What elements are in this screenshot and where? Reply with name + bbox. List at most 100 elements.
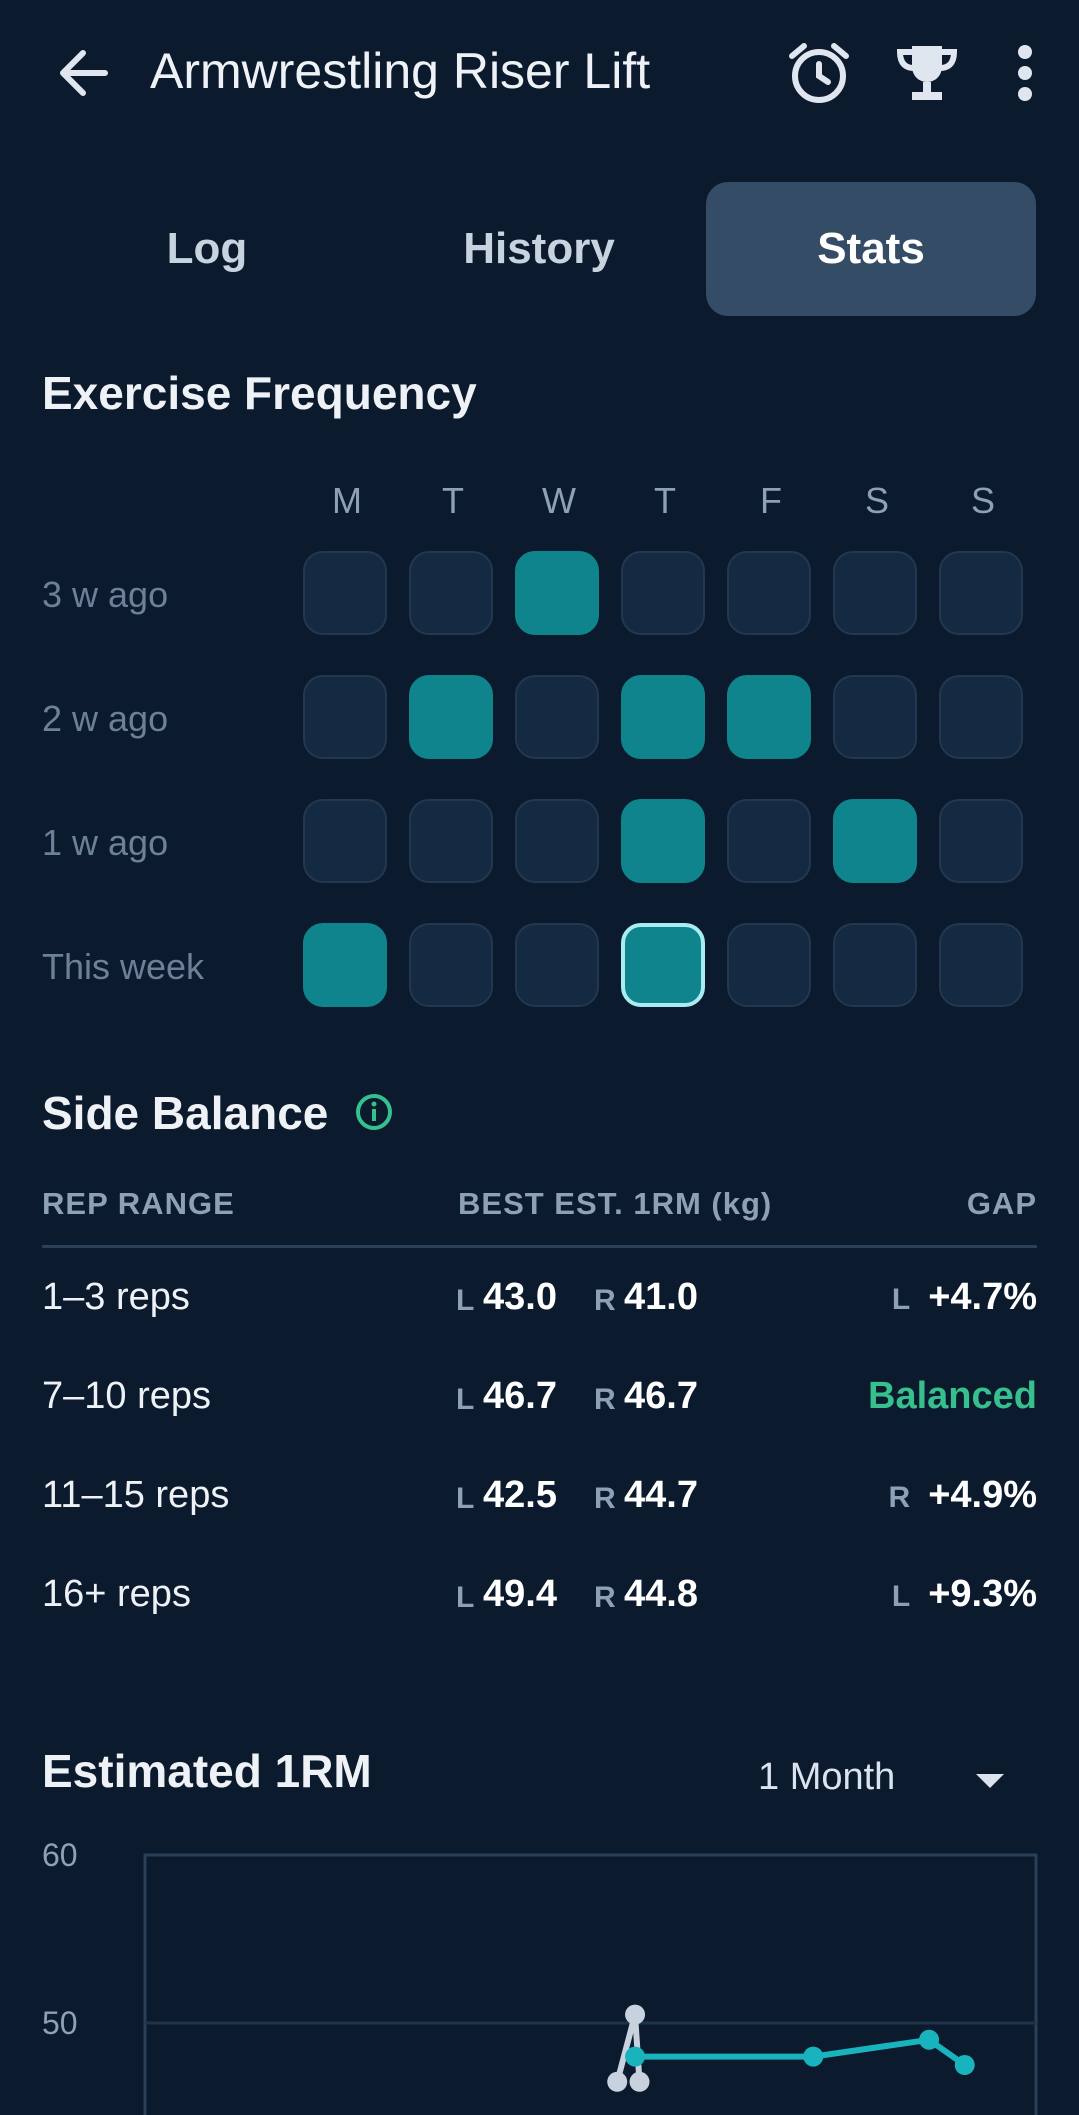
tab-history[interactable]: History [463,224,615,273]
gap-value: R +4.9% [889,1474,1037,1517]
gap-percent: +4.7% [928,1276,1037,1318]
left-value: 49.4 [483,1573,557,1615]
rep-range-label: 1–3 reps [42,1276,190,1318]
gap-percent: +4.9% [928,1474,1037,1516]
gap-balanced-label: Balanced [868,1375,1037,1417]
right-tag: R [594,1581,616,1614]
frequency-cell-active [409,675,493,759]
frequency-cell [303,551,387,635]
day-label: S [864,480,889,521]
frequency-cell-active [303,923,387,1007]
gap-value: L +4.7% [892,1276,1037,1319]
left-tag: L [456,1482,475,1515]
gap-value: L +9.3% [892,1573,1037,1616]
data-point[interactable] [803,2046,824,2067]
frequency-cell [515,675,599,759]
y-tick-label: 60 [42,1837,78,1873]
gap-percent: +9.3% [928,1573,1037,1615]
frequency-cell [727,551,811,635]
left-value: 43.0 [483,1276,557,1318]
rep-range-label: 7–10 reps [42,1375,212,1417]
data-point[interactable] [954,2055,975,2075]
left-tag: L [456,1284,475,1317]
right-tag: R [594,1284,616,1317]
page-title: Armwrestling Riser Lift [150,43,651,99]
back-button[interactable] [48,38,118,108]
left-tag: L [456,1581,475,1614]
y-tick-label: 50 [42,2005,78,2041]
week-label: This week [42,946,205,987]
frequency-cell [939,551,1023,635]
arrow-back-icon [60,50,108,96]
frequency-cell [303,675,387,759]
frequency-cell [939,799,1023,883]
frequency-cell [409,551,493,635]
frequency-cell-active [515,551,599,635]
time-range-value[interactable]: 1 Month [758,1756,896,1798]
chevron-down-icon[interactable] [976,1774,1004,1788]
frequency-cell [727,799,811,883]
right-value: 44.8 [624,1573,698,1615]
data-point[interactable] [625,2004,646,2025]
frequency-cell [833,675,917,759]
alarm-clock-icon [789,43,849,103]
week-label: 3 w ago [42,574,169,615]
frequency-cell-active [621,675,705,759]
left-value: 46.7 [483,1375,557,1417]
gap-side-tag: R [888,1481,911,1514]
day-label: W [542,480,576,521]
column-header-gap: GAP [966,1186,1037,1221]
frequency-cell [833,551,917,635]
frequency-cell [409,799,493,883]
week-label: 1 w ago [42,822,169,863]
frequency-cell [515,923,599,1007]
day-label: M [332,480,362,521]
gap-side-tag: L [891,1283,911,1316]
left-tag: L [456,1383,475,1416]
frequency-cell-active [833,799,917,883]
info-icon[interactable] [354,1092,394,1132]
records-button[interactable] [890,36,964,110]
data-point[interactable] [607,2071,628,2092]
table-divider [42,1245,1037,1248]
frequency-cell-active [727,675,811,759]
more-vertical-icon [1018,45,1032,101]
day-label: S [970,480,995,521]
data-point[interactable] [919,2029,940,2050]
tab-stats[interactable]: Stats [706,182,1036,316]
right-tag: R [594,1383,616,1416]
frequency-cell [515,799,599,883]
right-tag: R [594,1482,616,1515]
data-point[interactable] [625,2046,646,2067]
more-options-button[interactable] [990,36,1060,110]
estimated-1rm-chart: 60 50 [42,1837,1038,2115]
column-header-rep-range: REP RANGE [42,1186,235,1221]
estimated-1rm-title: Estimated 1RM [42,1745,372,1797]
left-value: 42.5 [483,1474,557,1516]
gap-side-tag: L [891,1580,911,1613]
frequency-cell [303,799,387,883]
frequency-title: Exercise Frequency [42,367,477,419]
frequency-cell [939,923,1023,1007]
week-label: 2 w ago [42,698,169,739]
tab-log[interactable]: Log [166,224,248,273]
chart-frame [143,1853,1038,2115]
day-label: T [442,480,464,521]
rep-range-label: 11–15 reps [42,1474,230,1516]
day-label: F [760,480,782,521]
right-value: 41.0 [624,1276,698,1318]
side-balance-title: Side Balance [42,1087,329,1139]
frequency-cell [727,923,811,1007]
data-point[interactable] [629,2071,650,2092]
day-label: T [654,480,676,521]
app-bar: Armwrestling Riser Lift [0,0,1079,150]
frequency-cell-today [621,923,705,1007]
frequency-cell [409,923,493,1007]
series-line [635,2036,967,2068]
column-header-best-1rm: BEST EST. 1RM (kg) [458,1186,773,1221]
frequency-cell-active [621,799,705,883]
rep-range-label: 16+ reps [42,1573,191,1615]
timer-button[interactable] [782,36,856,110]
frequency-cell [833,923,917,1007]
right-value: 46.7 [624,1375,698,1417]
